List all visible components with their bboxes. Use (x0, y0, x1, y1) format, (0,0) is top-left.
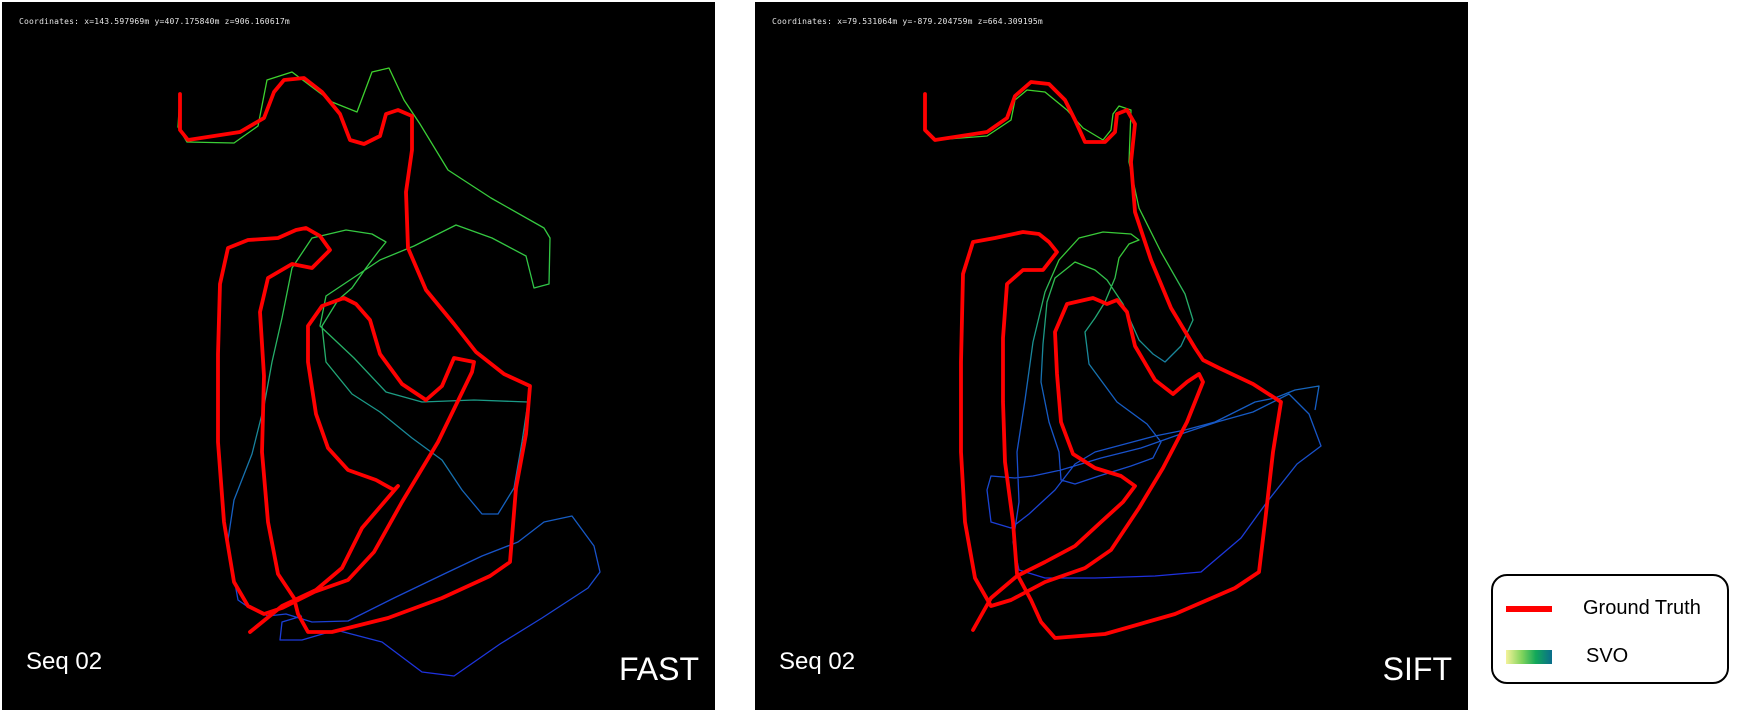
ground-truth-trajectory (923, 80, 1283, 640)
svo-trajectory (924, 89, 1322, 579)
trajectory-viewer-sift: Coordinates: x=79.531064m y=-879.204759m… (755, 2, 1468, 710)
legend: Ground Truth SVO (1491, 574, 1729, 684)
svo-swatch (1506, 650, 1552, 664)
legend-item-svo: SVO (1493, 642, 1727, 672)
svo-trajectory (177, 67, 601, 677)
trajectory-plot-sift (923, 80, 1322, 640)
sequence-label: Seq 02 (779, 648, 856, 675)
trajectory-plot-fast (177, 67, 601, 677)
sequence-label: Seq 02 (26, 648, 103, 675)
ground-truth-trajectory (178, 76, 532, 634)
coordinates-readout: Coordinates: x=79.531064m y=-879.204759m… (772, 17, 1043, 26)
ground-truth-swatch (1506, 606, 1552, 612)
trajectory-viewer-fast: Coordinates: x=143.597969m y=407.175840m… (2, 2, 715, 710)
coordinates-readout: Coordinates: x=143.597969m y=407.175840m… (19, 17, 290, 26)
legend-label: Ground Truth (1583, 597, 1701, 619)
legend-item-ground-truth: Ground Truth (1493, 594, 1727, 624)
method-label: FAST (618, 651, 699, 687)
method-label: SIFT (1382, 651, 1452, 687)
legend-label: SVO (1586, 645, 1629, 667)
